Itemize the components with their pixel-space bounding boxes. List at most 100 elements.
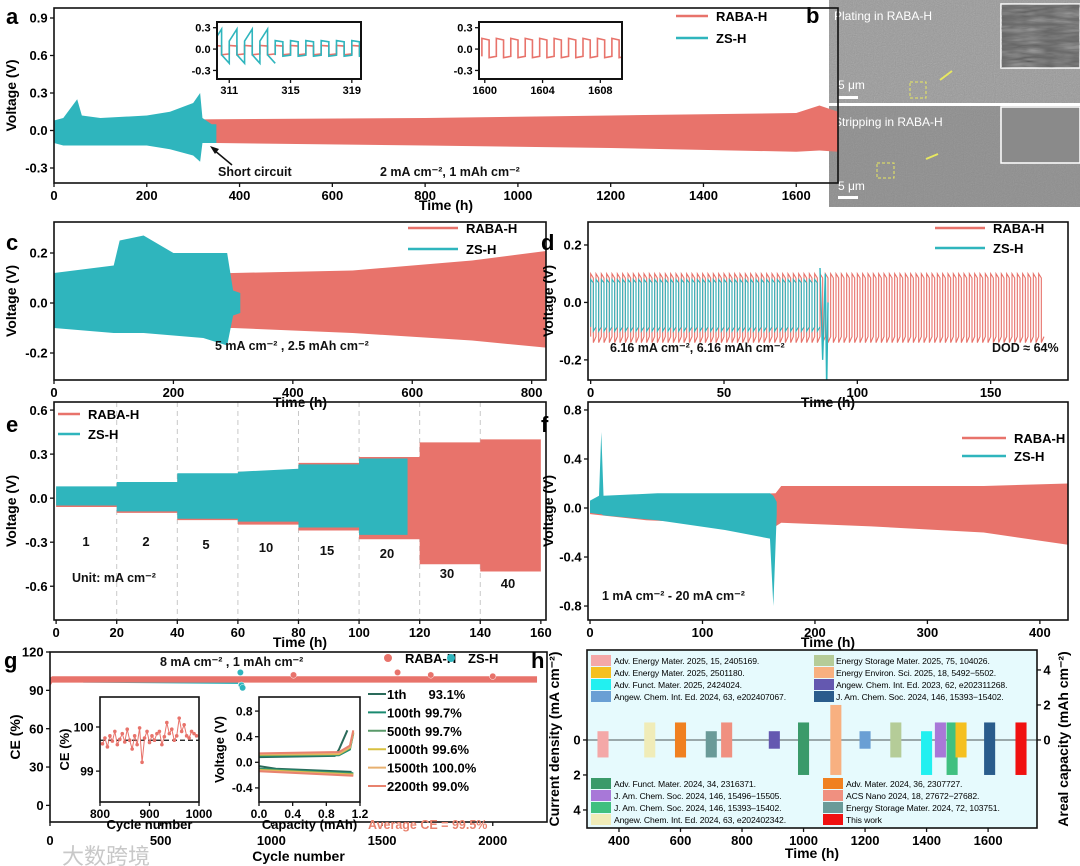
y-tick-label: 100 (74, 720, 94, 734)
legend-label: RABA-H (466, 221, 517, 236)
legend-item-raba-h: RABA-H (676, 9, 767, 24)
legend-label: ZS-H (716, 31, 746, 46)
plot-frame (258, 696, 361, 803)
region-marker (876, 162, 895, 179)
legend-label: RABA-H (993, 221, 1044, 236)
bar-500 (644, 722, 656, 758)
annotation: 40 (501, 576, 515, 591)
y-axis-label: Current density (mA cm⁻²) (546, 652, 562, 827)
cycle-label: 1000th (387, 742, 428, 757)
legend-item-zs-h: ZS-H (447, 651, 498, 666)
y-tick-label: 2 (1043, 698, 1050, 713)
x-tick-label: 200 (136, 188, 158, 203)
legend-item-1500th: 1500th 100.0% (368, 761, 477, 776)
ce-value: 99.6% (432, 742, 469, 757)
annotation: DOD ≈ 64% (992, 341, 1059, 355)
panel-letter-g: g (4, 648, 17, 673)
scale-bar-label: 5 μm (838, 78, 865, 92)
x-axis-label: Time (h) (785, 845, 839, 861)
bar-1200 (859, 731, 871, 749)
x-tick-label: 0 (587, 385, 594, 400)
y-tick-label: 0.3 (195, 23, 210, 35)
x-tick-label: 1000 (503, 188, 532, 203)
y-tick-label: 0.8 (564, 403, 582, 418)
x-axis-label: Time (h) (801, 634, 855, 650)
y-axis-label-right: Areal capacity (mAh cm⁻²) (1055, 651, 1071, 826)
plot-area (590, 432, 1068, 607)
panel-gi1: 800 900 1000 99 100 Cycle number CE (%) (57, 696, 213, 832)
legend-item: Angew. Chem. Int. Ed. 2023, 62, e2023112… (814, 679, 1007, 690)
legend-swatch (814, 679, 834, 690)
legend-item-zs-h: ZS-H (676, 31, 746, 46)
annotation: 1 (82, 534, 89, 549)
sem-image-stripping: Stripping in RABA-H 5 μm (829, 106, 1080, 207)
series-raba-h-point (157, 729, 162, 734)
y-tick-label: 99 (80, 764, 94, 778)
series-raba-h-point (105, 745, 110, 749)
legend-label: J. Am. Chem. Soc. 2024, 146, 15393–15402… (614, 803, 781, 813)
legend-label: RABA-H (1014, 431, 1065, 446)
annotation: 10 (259, 540, 273, 555)
legend-item-raba-h: RABA-H (384, 651, 456, 666)
legend-item: This work (823, 814, 883, 825)
series-zs-h-band (54, 93, 217, 162)
legend-item: Adv. Energy Mater. 2025, 2501180. (591, 667, 745, 678)
legend-label: ZS-H (468, 651, 498, 666)
y-tick-label: 0.0 (30, 123, 48, 138)
panel-ai2: 1600 1604 1608 -0.3 0.0 0.3 (454, 21, 623, 97)
series-raba-h-point (169, 727, 174, 732)
ce-value: 99.7% (425, 724, 462, 739)
bar-600 (674, 722, 687, 758)
y-tick-label: 0.0 (564, 295, 582, 310)
y-tick-label: 0.2 (564, 238, 582, 253)
series-raba-h-point (132, 734, 137, 738)
x-tick-label: 1000 (257, 833, 286, 848)
series-raba-h-point (152, 738, 157, 743)
series-raba-h-point (174, 734, 179, 738)
x-tick-label: 140 (469, 625, 491, 640)
legend-swatch (814, 655, 834, 666)
y-tick-label: 0 (1043, 733, 1050, 748)
y-axis-label: Voltage (V) (3, 265, 19, 337)
legend-item-zs-h: ZS-H (58, 427, 118, 442)
plot-area (100, 716, 199, 765)
x-tick-label: 1000 (186, 807, 213, 821)
bar-1445 (934, 722, 946, 758)
annotation: Short circuit (218, 165, 292, 179)
y-tick-label: 60 (29, 721, 43, 736)
series-raba-h-point (100, 741, 105, 746)
series-raba-h-point (177, 716, 181, 720)
x-tick-label: 1200 (596, 188, 625, 203)
legend-item: Adv. Energy Mater. 2025, 15, 2405169. (591, 655, 759, 666)
x-tick-label: 120 (409, 625, 431, 640)
legend-swatch (823, 778, 843, 789)
series-raba-h-point (140, 760, 144, 765)
arrowhead-icon (210, 146, 219, 154)
series-raba-h-point (145, 729, 149, 734)
legend-item-500th: 500th 99.7% (368, 724, 462, 739)
y-tick-label: -0.3 (192, 65, 211, 77)
annotation: 2 mA cm⁻², 1 mAh cm⁻² (380, 165, 520, 179)
plot-frame (216, 21, 362, 80)
legend-item: Adv. Funct. Mater. 2025, 2424024. (591, 679, 742, 690)
series-raba-h-band (54, 105, 838, 152)
x-tick-label: 300 (917, 625, 939, 640)
legend-swatch (591, 814, 611, 825)
y-tick-label: 0.9 (30, 11, 48, 26)
y-axis-label: Voltage (V) (212, 716, 227, 783)
annotation: 6.16 mA cm⁻², 6.16 mAh cm⁻² (610, 341, 785, 355)
legend-swatch (591, 790, 611, 801)
y-tick-label: 2 (573, 768, 580, 783)
y-tick-label: 0.0 (30, 296, 48, 311)
legend-label: 1500th 100.0% (387, 761, 477, 776)
annotation: 8 mA cm⁻² , 1 mAh cm⁻² (160, 655, 303, 669)
plot-frame (53, 221, 547, 381)
series-raba-h-point (194, 734, 199, 738)
y-tick-label: -0.6 (25, 579, 47, 594)
legend-item-100th: 100th 99.7% (368, 705, 462, 720)
annotation: 5 mA cm⁻² , 2.5 mAh cm⁻² (215, 339, 369, 353)
y-axis-label: Voltage (V) (3, 59, 19, 131)
x-tick-label: 0 (586, 625, 593, 640)
